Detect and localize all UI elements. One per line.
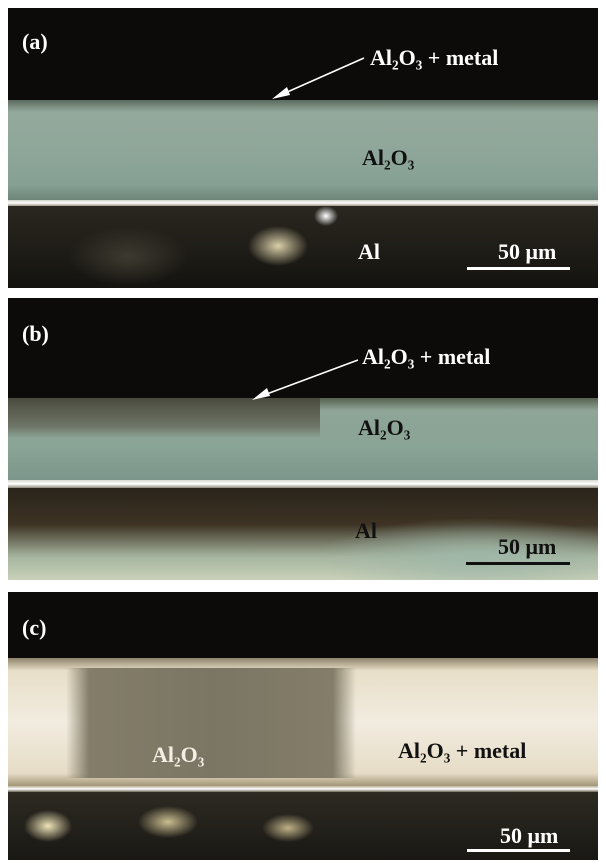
scale-bar-label: 50 μm	[498, 536, 556, 558]
annotation: Al₂O₃ + metal	[370, 47, 498, 69]
annotation: Al	[358, 241, 380, 263]
panel-label: (a)	[22, 31, 48, 53]
scale-bar	[466, 562, 570, 565]
micrograph-panel: (c) Al₂O₃ Al₂O₃ + metal 50 μm	[8, 592, 598, 860]
scale-bar	[467, 849, 570, 852]
micrograph-panel: (a) Al₂O₃ + metal Al₂O₃ Al 50 μm	[8, 8, 598, 288]
figure: (a) Al₂O₃ + metal Al₂O₃ Al 50 μm (b) Al₂…	[0, 0, 606, 866]
micrograph-panel: (b) Al₂O₃ + metal Al₂O₃ Al 50 μm	[8, 298, 598, 580]
annotation: Al₂O₃	[362, 147, 414, 169]
scale-bar	[467, 267, 570, 270]
scale-bar-label: 50 μm	[500, 825, 558, 847]
panel-label: (b)	[22, 323, 49, 345]
annotation: Al₂O₃	[152, 744, 204, 766]
annotation: Al₂O₃	[358, 417, 410, 439]
scale-bar-label: 50 μm	[498, 241, 556, 263]
annotation: Al	[355, 520, 377, 542]
panel-label: (c)	[22, 617, 46, 639]
annotation: Al₂O₃ + metal	[362, 346, 490, 368]
oxide-region	[66, 668, 356, 778]
annotation: Al₂O₃ + metal	[398, 740, 526, 762]
